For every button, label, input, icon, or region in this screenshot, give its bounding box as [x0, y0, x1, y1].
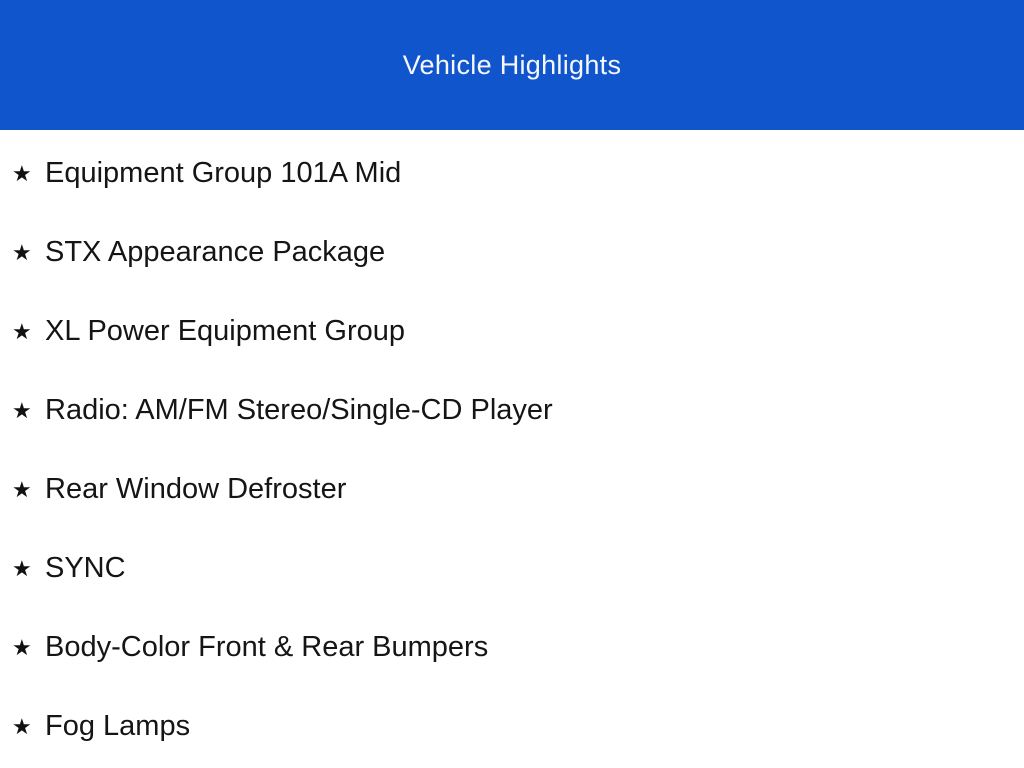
star-icon: ★ [12, 476, 32, 502]
list-item: ★ Rear Window Defroster [12, 450, 1004, 529]
list-item-label: Equipment Group 101A Mid [45, 157, 402, 189]
list-item-label: SYNC [45, 552, 126, 584]
star-icon: ★ [12, 397, 32, 423]
star-icon: ★ [12, 318, 32, 344]
list-item: ★ Radio: AM/FM Stereo/Single-CD Player [12, 371, 1004, 450]
list-item-label: Radio: AM/FM Stereo/Single-CD Player [45, 394, 553, 426]
list-item-label: Fog Lamps [45, 710, 191, 742]
header-bar: Vehicle Highlights [0, 0, 1024, 130]
list-item-label: Body-Color Front & Rear Bumpers [45, 631, 489, 663]
star-icon: ★ [12, 713, 32, 739]
list-item: ★ Fog Lamps [12, 687, 1004, 766]
page-title: Vehicle Highlights [402, 49, 622, 80]
star-icon: ★ [12, 239, 32, 265]
star-icon: ★ [12, 634, 32, 660]
star-icon: ★ [12, 555, 32, 581]
highlights-list: ★ Equipment Group 101A Mid ★ STX Appeara… [0, 130, 1024, 766]
list-item: ★ STX Appearance Package [12, 213, 1004, 292]
list-item: ★ XL Power Equipment Group [12, 292, 1004, 371]
list-item: ★ SYNC [12, 529, 1004, 608]
list-item-label: STX Appearance Package [45, 236, 386, 268]
star-icon: ★ [12, 160, 32, 186]
list-item-label: XL Power Equipment Group [45, 315, 406, 347]
list-item: ★ Equipment Group 101A Mid [12, 134, 1004, 213]
list-item: ★ Body-Color Front & Rear Bumpers [12, 608, 1004, 687]
list-item-label: Rear Window Defroster [45, 473, 347, 505]
